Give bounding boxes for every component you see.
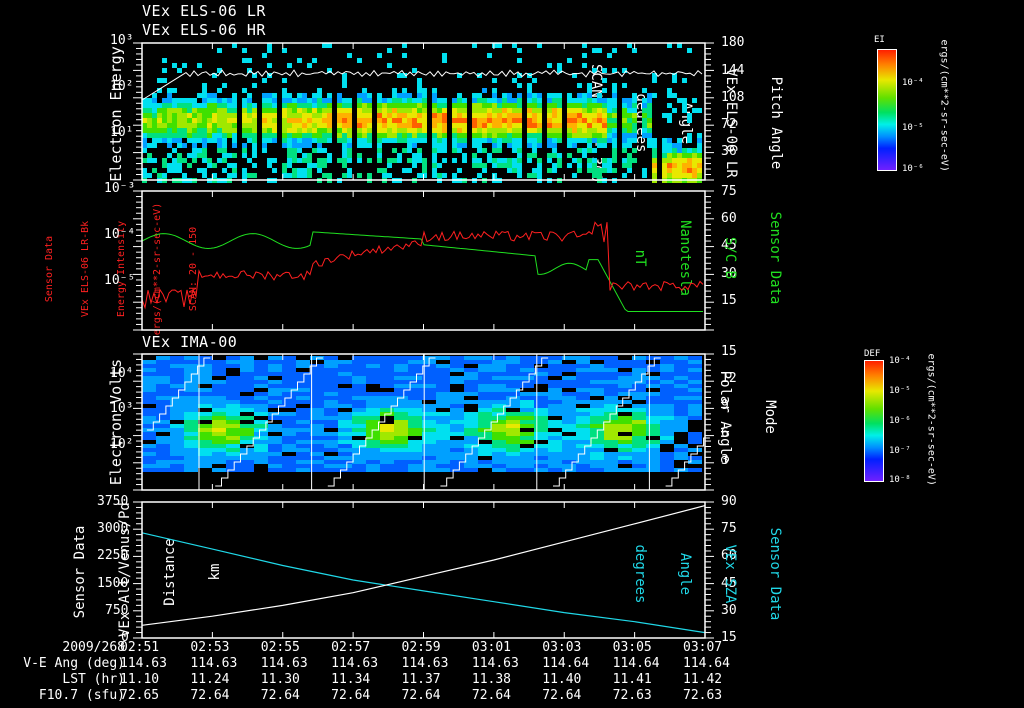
panel2-y2tick: 45 <box>721 238 737 253</box>
colorbar1-tick: 10⁻⁴ <box>902 78 924 88</box>
colorbar1-tick: 10⁻⁵ <box>902 123 924 133</box>
panel1-y2tick: 72 <box>721 117 737 132</box>
footer-cell-lst: 11.42 <box>683 672 723 687</box>
colorbar2-tick: 10⁻⁴ <box>889 356 911 366</box>
panel2-y2tick: 30 <box>721 266 737 281</box>
footer-cell-lst: 11.40 <box>542 672 582 687</box>
panel2-y2tick: 75 <box>721 184 737 199</box>
footer-cell-ve_ang: 114.63 <box>260 656 308 671</box>
panel1-title-hr: VEx ELS-06 HR <box>142 21 266 39</box>
footer-label-lst: LST (hr) <box>62 672 125 687</box>
footer-cell-f107: 72.64 <box>260 688 300 703</box>
panel3-y2tick: 12 <box>721 371 737 386</box>
panel4-ytick: 750 <box>105 603 129 618</box>
footer-cell-lst: 11.34 <box>331 672 371 687</box>
panel3-y2tick: 3 <box>721 453 729 468</box>
panel3-ytick: 10⁴ <box>110 366 134 381</box>
panel1-ytick: 10² <box>110 79 134 94</box>
footer-cell-ve_ang: 114.63 <box>401 656 449 671</box>
footer-cell-lst: 11.30 <box>260 672 300 687</box>
footer-label-f107: F10.7 (sfu) <box>38 688 125 703</box>
colorbar1 <box>877 49 897 171</box>
colorbar2-tick: 10⁻⁷ <box>889 446 911 456</box>
footer-cell-f107: 72.64 <box>401 688 441 703</box>
colorbar1-title: EI <box>874 35 885 45</box>
panel1-ytick: 10¹ <box>110 125 134 140</box>
footer-cell-ve_ang: 114.64 <box>612 656 660 671</box>
panel4-ytick: 0 <box>121 630 129 645</box>
footer-cell-time: 02:57 <box>331 640 371 655</box>
panel1-title-lr: VEx ELS-06 LR <box>142 2 266 20</box>
footer-cell-time: 03:05 <box>612 640 652 655</box>
footer-cell-time: 03:01 <box>471 640 512 655</box>
panel1-y2tick: 180 <box>721 35 745 50</box>
panel4-y2tick: 15 <box>721 630 737 645</box>
footer-cell-f107: 72.64 <box>542 688 582 703</box>
footer-cell-time: 03:07 <box>683 640 723 655</box>
footer-cell-f107: 72.63 <box>612 688 652 703</box>
footer-cell-ve_ang: 114.64 <box>683 656 730 671</box>
footer-cell-f107: 72.63 <box>683 688 723 703</box>
panel3-title: VEx IMA-00 <box>142 333 238 351</box>
panel4-y2tick: 45 <box>721 576 737 591</box>
footer-cell-time: 02:55 <box>260 640 300 655</box>
footer-label-date: 2009/268 <box>62 640 125 655</box>
panel4-ytick: 3000 <box>97 521 129 536</box>
footer-cell-ve_ang: 114.63 <box>120 656 167 671</box>
panel4-ytick: 1500 <box>97 576 129 591</box>
panel4-y2tick: 75 <box>721 521 737 536</box>
panel3-ytick: 10² <box>110 437 134 452</box>
panel2-ytick: 10⁻³ <box>104 181 136 196</box>
footer-label-ve-ang: V-E Ang (deg) <box>23 656 125 671</box>
panel3-y2tick: 6 <box>721 426 729 441</box>
footer-cell-time: 02:53 <box>190 640 230 655</box>
footer-cell-f107: 72.64 <box>331 688 371 703</box>
footer-cell-f107: 72.65 <box>120 688 160 703</box>
footer-cell-ve_ang: 114.64 <box>542 656 590 671</box>
panel1-y2tick: 144 <box>721 63 745 78</box>
colorbar2-tick: 10⁻⁶ <box>889 416 911 426</box>
footer-cell-f107: 72.64 <box>190 688 230 703</box>
footer-cell-ve_ang: 114.63 <box>331 656 379 671</box>
panel3-y2tick: 15 <box>721 344 737 359</box>
footer-cell-lst: 11.10 <box>120 672 160 687</box>
panel2-ytick: 10⁻⁵ <box>104 273 136 288</box>
colorbar2 <box>864 360 884 482</box>
footer-cell-time: 02:59 <box>401 640 441 655</box>
panel4-y2tick: 60 <box>721 548 737 563</box>
footer-cell-lst: 11.24 <box>190 672 230 687</box>
panel1-y2tick: 36 <box>721 144 737 159</box>
panel4-y2tick: 90 <box>721 494 737 509</box>
panel2-ytick: 10⁻⁴ <box>104 227 136 242</box>
panel4-y2tick: 30 <box>721 603 737 618</box>
panel3-ytick: 10³ <box>110 401 134 416</box>
footer-cell-f107: 72.64 <box>471 688 512 703</box>
panel2-y2tick: 15 <box>721 293 737 308</box>
colorbar2-tick: 10⁻⁵ <box>889 386 911 396</box>
footer-cell-lst: 11.38 <box>471 672 512 687</box>
footer-cell-ve_ang: 114.63 <box>471 656 519 671</box>
colorbar2-title: DEF <box>864 349 881 359</box>
panel1-y2tick: 108 <box>721 90 745 105</box>
panel4-ytick: 3750 <box>97 494 129 509</box>
footer-cell-lst: 11.37 <box>401 672 441 687</box>
colorbar1-tick: 10⁻⁶ <box>902 164 924 174</box>
footer-cell-ve_ang: 114.63 <box>190 656 238 671</box>
colorbar2-tick: 10⁻⁸ <box>889 475 911 485</box>
footer-cell-time: 02:51 <box>120 640 160 655</box>
panel4-ytick: 2250 <box>97 548 129 563</box>
footer-cell-time: 03:03 <box>542 640 582 655</box>
panel3-y2tick: 9 <box>721 398 729 413</box>
footer-cell-lst: 11.41 <box>612 672 652 687</box>
panel1-ytick: 10³ <box>110 33 134 48</box>
panel2-y2tick: 60 <box>721 211 737 226</box>
